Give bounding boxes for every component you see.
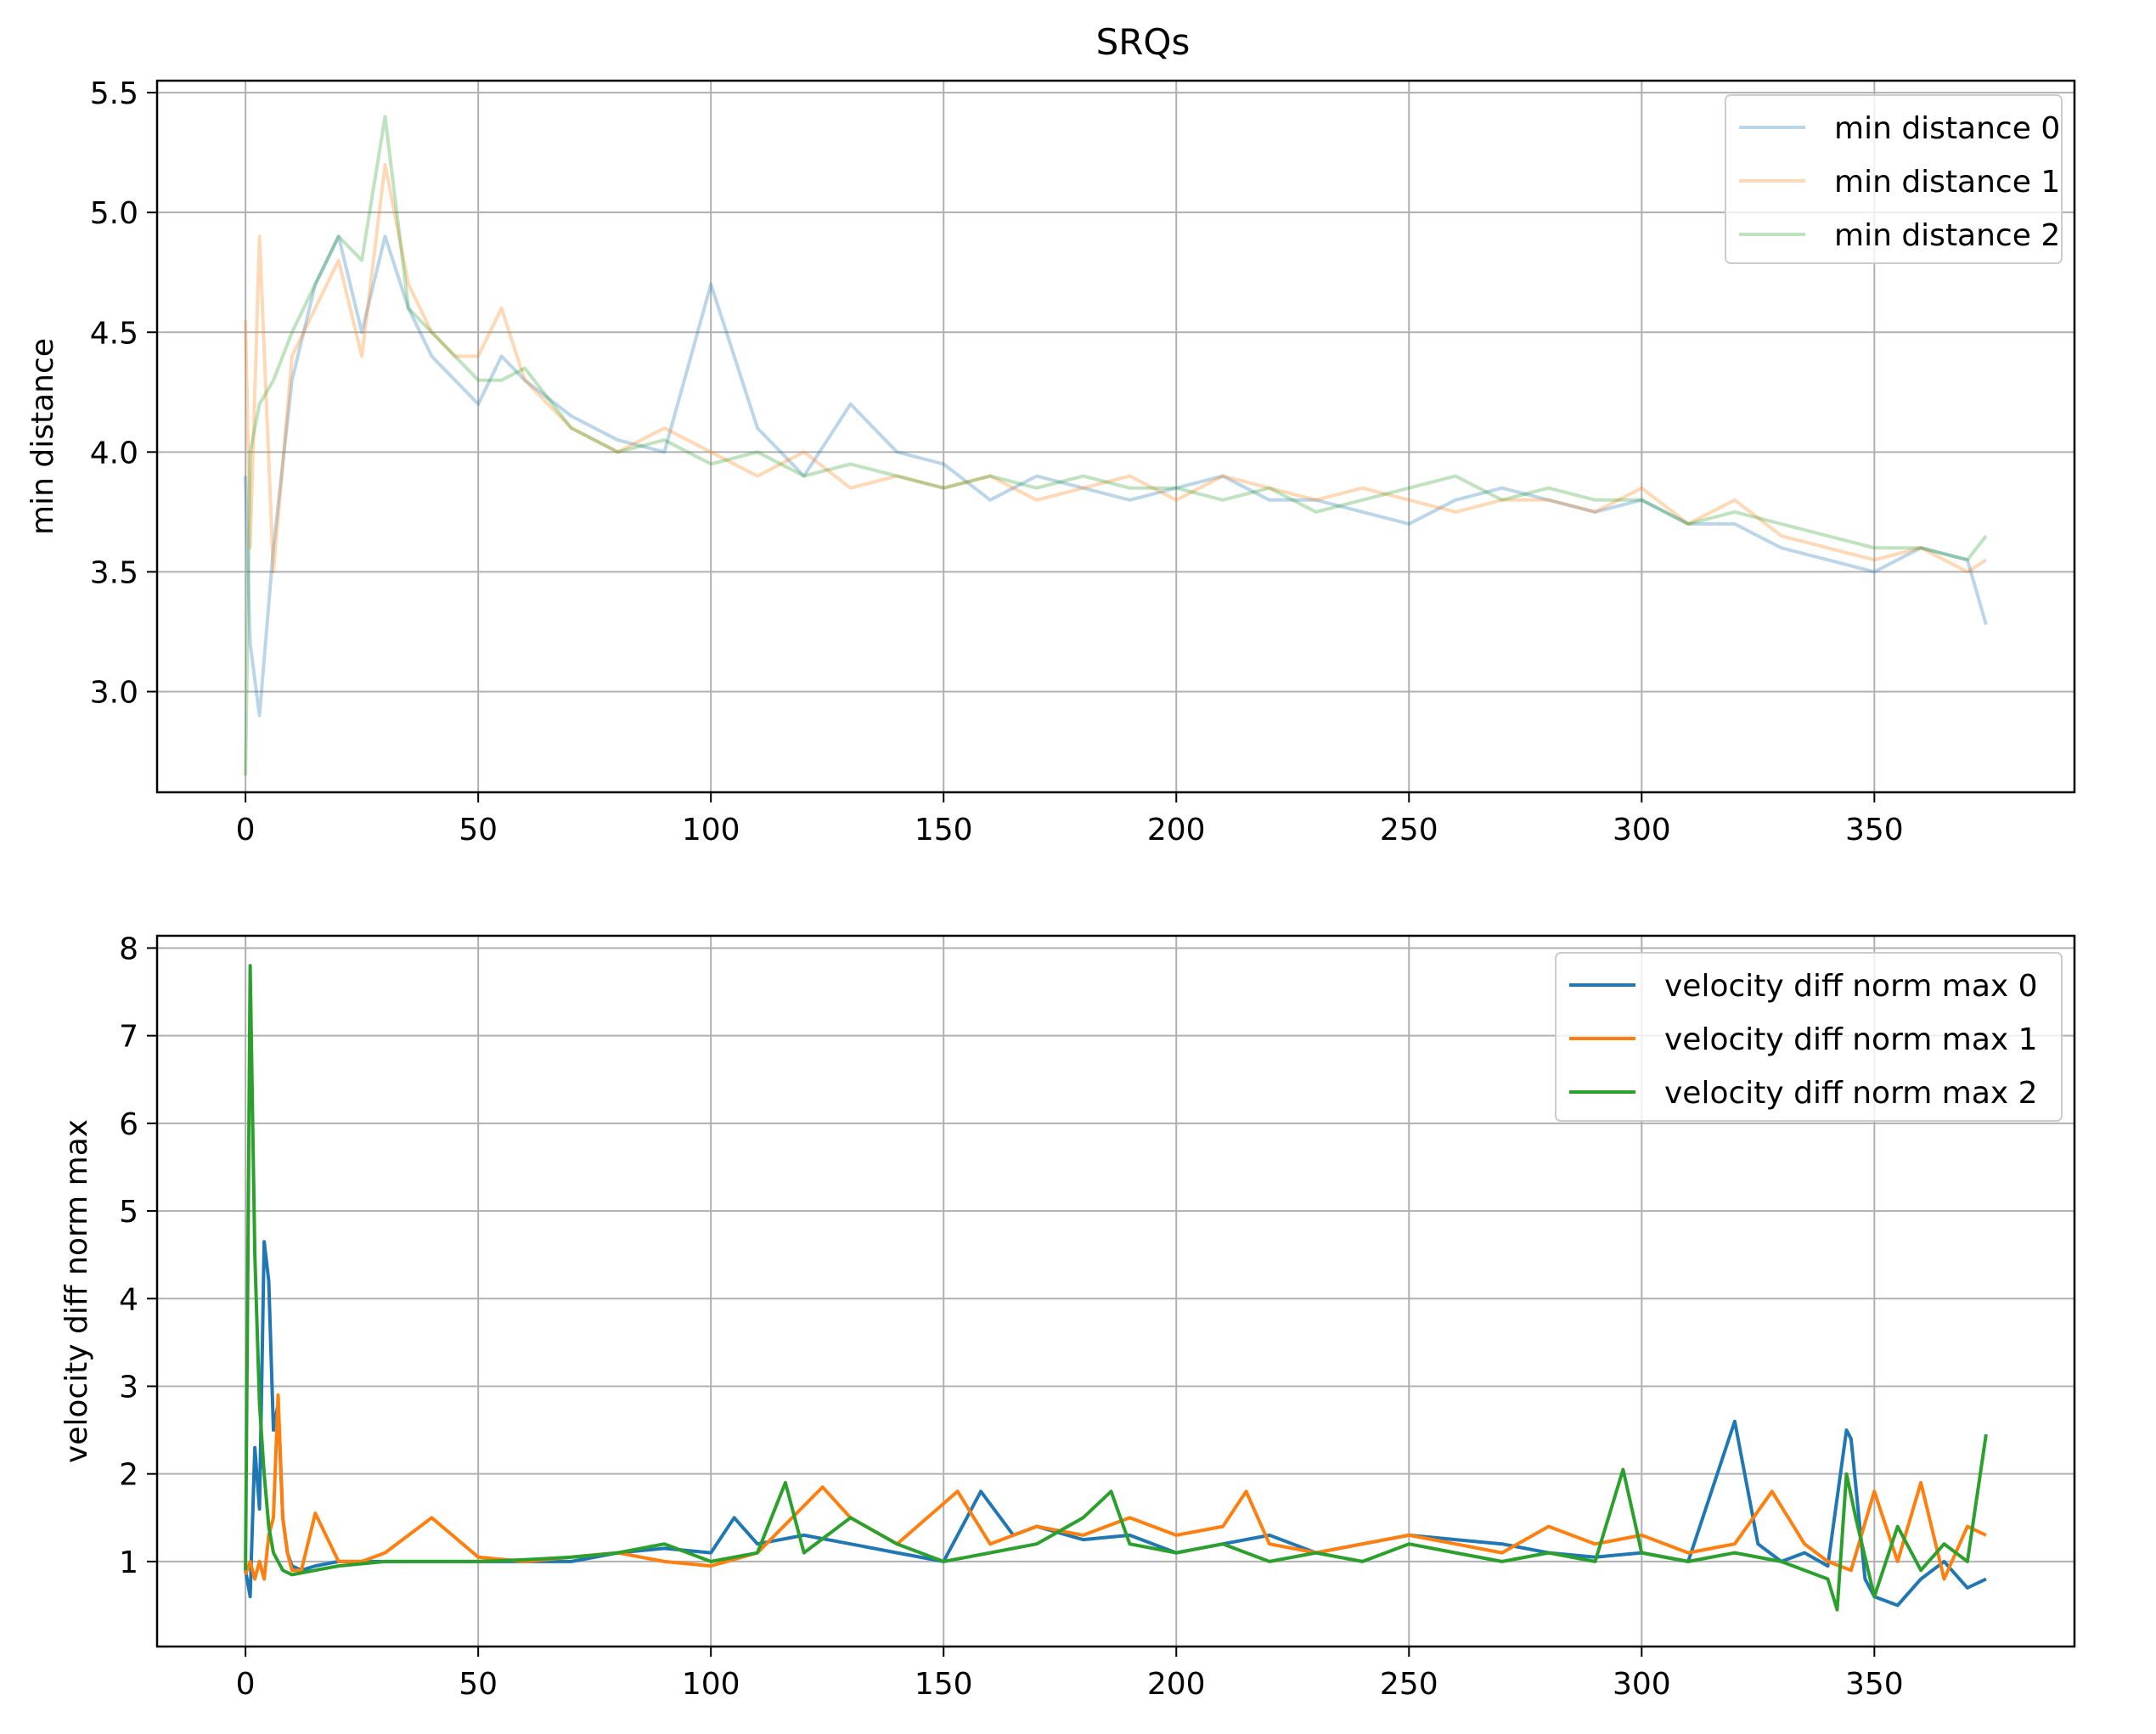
y-axis-label: min distance bbox=[25, 338, 60, 535]
y-tick-label: 5.0 bbox=[90, 196, 138, 231]
x-tick-label: 100 bbox=[682, 1667, 740, 1702]
legend-box bbox=[1725, 94, 2063, 264]
y-tick-label: 4 bbox=[119, 1282, 138, 1317]
y-tick-label: 3 bbox=[119, 1370, 138, 1405]
x-tick-label: 0 bbox=[236, 1667, 256, 1702]
legend-label-2: velocity diff norm max 2 bbox=[1664, 1076, 2038, 1111]
y-tick-label: 4.0 bbox=[90, 436, 138, 470]
x-tick-label: 100 bbox=[682, 813, 740, 847]
legend: velocity diff norm max 0 velocity diff no… bbox=[1555, 952, 2063, 1122]
y-tick-label: 5.5 bbox=[90, 76, 138, 111]
legend: min distance 0 min distance 1 min distance… bbox=[1725, 94, 2063, 264]
x-tick-label: 300 bbox=[1613, 1667, 1671, 1702]
x-tick-label: 300 bbox=[1613, 813, 1671, 847]
legend-box bbox=[1555, 952, 2063, 1122]
y-tick-label: 5 bbox=[119, 1195, 138, 1230]
series-line-2 bbox=[244, 115, 1988, 776]
x-tick-label: 50 bbox=[459, 813, 498, 847]
top-subplot: 0 50 100 150 200 250 300 350 3.0 3.5 4.0 4.5 5.0 5.5 m… bbox=[25, 76, 2076, 847]
legend-label-0: velocity diff norm max 0 bbox=[1664, 969, 2038, 1004]
y-tick-label: 3.5 bbox=[90, 555, 138, 590]
y-tick-label: 7 bbox=[119, 1020, 138, 1055]
legend-label-1: velocity diff norm max 1 bbox=[1664, 1022, 2038, 1057]
y-tick-label: 6 bbox=[119, 1107, 138, 1142]
y-tick-label: 1 bbox=[119, 1545, 138, 1580]
x-tick-label: 250 bbox=[1380, 813, 1438, 847]
x-tick-label: 350 bbox=[1845, 1667, 1904, 1702]
x-tick-label: 200 bbox=[1147, 1667, 1206, 1702]
y-tick-label: 8 bbox=[119, 932, 138, 966]
series-line-2 bbox=[244, 964, 1988, 1612]
axes-frame bbox=[155, 934, 2076, 1648]
x-tick-label: 0 bbox=[236, 813, 256, 847]
series-line-1 bbox=[244, 1393, 1987, 1581]
x-tick-label: 200 bbox=[1147, 813, 1206, 847]
legend-label-2: min distance 2 bbox=[1834, 218, 2060, 253]
x-tick-label: 150 bbox=[915, 813, 973, 847]
y-tick-label: 3.0 bbox=[90, 675, 138, 710]
y-tick-label: 2 bbox=[119, 1458, 138, 1493]
x-tick-label: 150 bbox=[915, 1667, 973, 1702]
series-line-1 bbox=[244, 162, 1987, 574]
bottom-subplot: 0 50 100 150 200 250 300 350 1 2 3 4 5 6 7 8 velocity di… bbox=[59, 932, 2076, 1702]
legend-label-1: min distance 1 bbox=[1834, 165, 2060, 200]
figure-title: SRQs bbox=[1096, 21, 1191, 63]
x-tick-label: 50 bbox=[459, 1667, 498, 1702]
legend-label-0: min distance 0 bbox=[1834, 111, 2060, 146]
y-axis-label: velocity diff norm max bbox=[59, 1119, 94, 1463]
x-tick-label: 350 bbox=[1845, 813, 1904, 847]
series-line-0 bbox=[244, 234, 1988, 718]
y-tick-label: 4.5 bbox=[90, 316, 138, 351]
x-tick-label: 250 bbox=[1380, 1667, 1438, 1702]
axes-frame bbox=[155, 79, 2076, 794]
